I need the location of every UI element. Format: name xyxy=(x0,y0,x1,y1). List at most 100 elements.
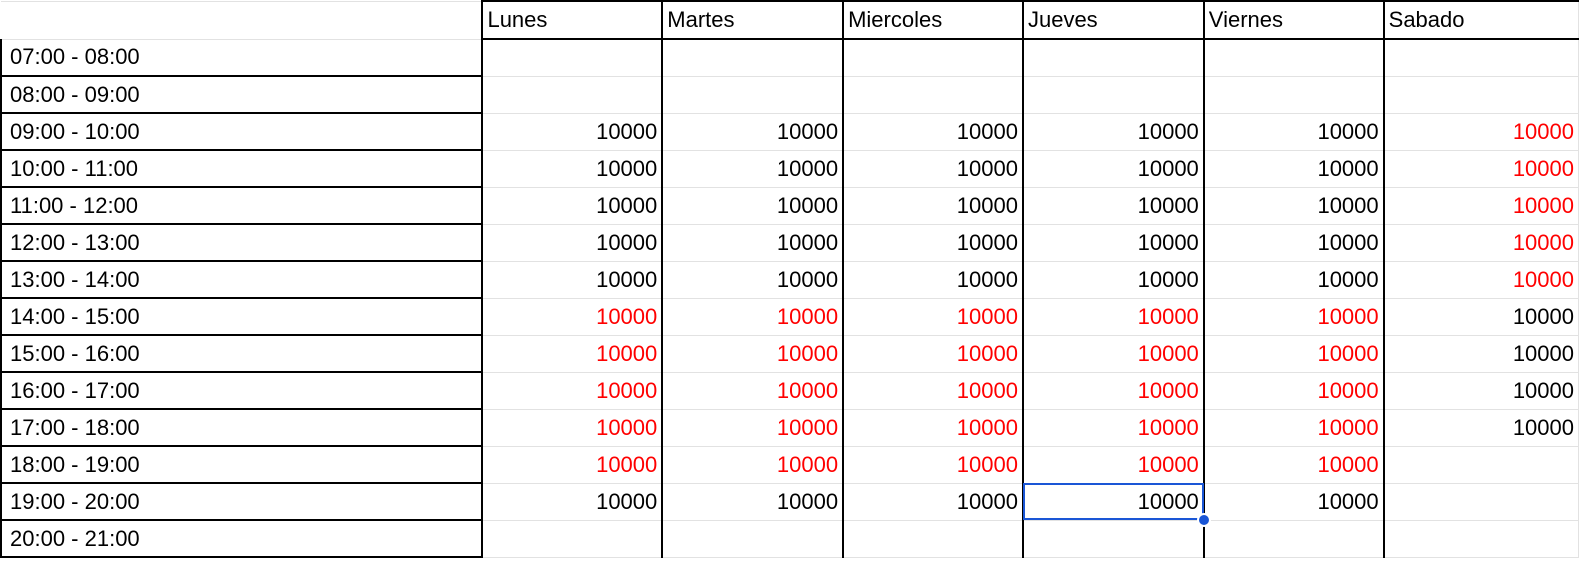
value-cell[interactable]: 10000 xyxy=(1202,186,1385,225)
time-slot-cell[interactable]: 17:00 - 18:00 xyxy=(0,408,484,447)
value-cell[interactable]: 10000 xyxy=(842,445,1024,484)
value-cell[interactable] xyxy=(1382,482,1579,521)
value-cell[interactable] xyxy=(1382,445,1579,484)
value-cell[interactable]: 10000 xyxy=(1021,371,1205,410)
value-cell[interactable]: 10000 xyxy=(481,223,663,262)
value-cell[interactable] xyxy=(661,75,844,114)
value-cell[interactable]: 10000 xyxy=(1202,408,1385,447)
time-slot-cell[interactable]: 16:00 - 17:00 xyxy=(0,371,484,410)
time-slot-cell[interactable]: 07:00 - 08:00 xyxy=(0,38,484,77)
value-cell[interactable]: 10000 xyxy=(661,408,844,447)
value-cell[interactable]: 10000 xyxy=(1202,482,1385,521)
value-cell[interactable]: 10000 xyxy=(1382,371,1579,410)
day-header-jueves[interactable]: Jueves xyxy=(1021,0,1205,40)
value-cell[interactable]: 10000 xyxy=(1202,112,1385,151)
value-cell[interactable]: 10000 xyxy=(1382,334,1579,373)
value-cell[interactable]: 10000 xyxy=(661,297,844,336)
value-cell[interactable]: 10000 xyxy=(1202,149,1385,188)
value-cell[interactable]: 10000 xyxy=(481,112,663,151)
value-cell[interactable]: 10000 xyxy=(842,334,1024,373)
time-slot-cell[interactable]: 14:00 - 15:00 xyxy=(0,297,484,336)
value-cell[interactable] xyxy=(842,75,1024,114)
value-cell[interactable]: 10000 xyxy=(842,260,1024,299)
value-cell[interactable]: 10000 xyxy=(481,371,663,410)
value-cell[interactable] xyxy=(1202,519,1385,558)
value-cell[interactable]: 10000 xyxy=(481,334,663,373)
time-slot-cell[interactable]: 18:00 - 19:00 xyxy=(0,445,484,484)
value-cell[interactable] xyxy=(1202,38,1385,77)
value-cell[interactable]: 10000 xyxy=(842,186,1024,225)
value-cell[interactable]: 10000 xyxy=(842,223,1024,262)
value-cell[interactable] xyxy=(1021,75,1205,114)
value-cell[interactable]: 10000 xyxy=(481,297,663,336)
value-cell[interactable]: 10000 xyxy=(481,149,663,188)
value-cell[interactable]: 10000 xyxy=(1202,260,1385,299)
value-cell[interactable] xyxy=(1021,38,1205,77)
value-cell[interactable]: 10000 xyxy=(481,408,663,447)
value-cell[interactable] xyxy=(842,519,1024,558)
time-slot-cell[interactable]: 09:00 - 10:00 xyxy=(0,112,484,151)
value-cell[interactable]: 10000 xyxy=(1382,149,1579,188)
corner-cell[interactable] xyxy=(1,0,483,40)
value-cell[interactable]: 10000 xyxy=(1021,223,1205,262)
time-slot-cell[interactable]: 19:00 - 20:00 xyxy=(0,482,484,521)
time-slot-cell[interactable]: 20:00 - 21:00 xyxy=(0,519,484,558)
value-cell[interactable]: 10000 xyxy=(1202,297,1385,336)
value-cell[interactable]: 10000 xyxy=(842,297,1024,336)
day-header-lunes[interactable]: Lunes xyxy=(481,0,663,40)
value-cell[interactable]: 10000 xyxy=(661,334,844,373)
time-slot-cell[interactable]: 10:00 - 11:00 xyxy=(0,149,484,188)
time-slot-cell[interactable]: 08:00 - 09:00 xyxy=(0,75,484,114)
value-cell[interactable] xyxy=(481,75,663,114)
day-header-miercoles[interactable]: Miercoles xyxy=(842,0,1024,40)
value-cell[interactable]: 10000 xyxy=(1021,112,1205,151)
value-cell[interactable]: 10000 xyxy=(842,149,1024,188)
value-cell[interactable] xyxy=(1202,75,1385,114)
value-cell[interactable]: 10000 xyxy=(1202,371,1385,410)
value-cell[interactable]: 10000 xyxy=(481,445,663,484)
value-cell[interactable]: 10000 xyxy=(481,260,663,299)
value-cell[interactable]: 10000 xyxy=(661,445,844,484)
value-cell[interactable]: 10000 xyxy=(1021,297,1205,336)
fill-handle[interactable] xyxy=(1196,513,1211,527)
value-cell[interactable]: 10000 xyxy=(842,371,1024,410)
value-cell[interactable]: 10000 xyxy=(661,482,844,521)
value-cell[interactable] xyxy=(1382,38,1579,77)
value-cell[interactable] xyxy=(481,38,663,77)
value-cell[interactable]: 10000 xyxy=(661,223,844,262)
value-cell[interactable]: 10000 xyxy=(1021,482,1205,521)
day-header-sabado[interactable]: Sabado xyxy=(1382,0,1579,40)
value-cell[interactable]: 10000 xyxy=(1382,260,1579,299)
value-cell[interactable]: 10000 xyxy=(842,112,1024,151)
value-cell[interactable]: 10000 xyxy=(1021,186,1205,225)
time-slot-cell[interactable]: 13:00 - 14:00 xyxy=(0,260,484,299)
value-cell[interactable]: 10000 xyxy=(661,186,844,225)
time-slot-cell[interactable]: 15:00 - 16:00 xyxy=(0,334,484,373)
value-cell[interactable]: 10000 xyxy=(481,482,663,521)
value-cell[interactable]: 10000 xyxy=(1021,408,1205,447)
value-cell[interactable]: 10000 xyxy=(1021,445,1205,484)
value-cell[interactable]: 10000 xyxy=(1021,334,1205,373)
value-cell[interactable]: 10000 xyxy=(661,260,844,299)
value-cell[interactable]: 10000 xyxy=(1202,334,1385,373)
value-cell[interactable] xyxy=(1021,519,1205,558)
value-cell[interactable]: 10000 xyxy=(1021,149,1205,188)
value-cell[interactable]: 10000 xyxy=(481,186,663,225)
time-slot-cell[interactable]: 11:00 - 12:00 xyxy=(0,186,484,225)
day-header-martes[interactable]: Martes xyxy=(661,0,844,40)
value-cell[interactable]: 10000 xyxy=(1382,112,1579,151)
value-cell[interactable] xyxy=(661,38,844,77)
value-cell[interactable]: 10000 xyxy=(1382,408,1579,447)
day-header-viernes[interactable]: Viernes xyxy=(1202,0,1385,40)
value-cell[interactable] xyxy=(1382,75,1579,114)
value-cell[interactable] xyxy=(1382,519,1579,558)
value-cell[interactable]: 10000 xyxy=(1202,223,1385,262)
value-cell[interactable] xyxy=(842,38,1024,77)
value-cell[interactable]: 10000 xyxy=(661,149,844,188)
value-cell[interactable]: 10000 xyxy=(842,408,1024,447)
value-cell[interactable] xyxy=(481,519,663,558)
time-slot-cell[interactable]: 12:00 - 13:00 xyxy=(0,223,484,262)
value-cell[interactable]: 10000 xyxy=(661,371,844,410)
value-cell[interactable]: 10000 xyxy=(661,112,844,151)
value-cell[interactable] xyxy=(661,519,844,558)
